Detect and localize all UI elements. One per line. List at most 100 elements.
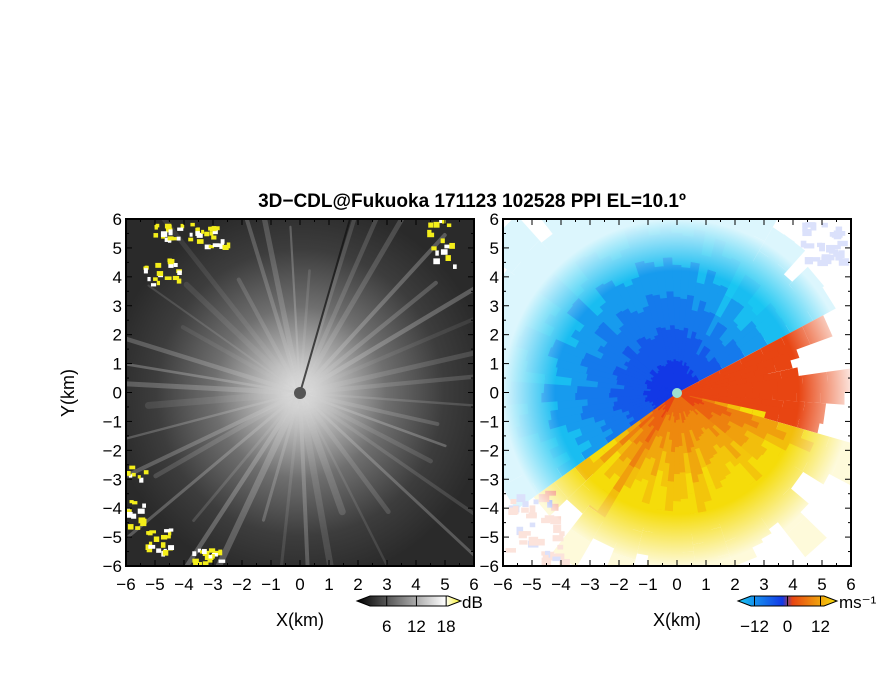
reflectivity-echo-pixel <box>204 554 209 560</box>
velocity-y-tick-label: 1 <box>490 355 499 374</box>
reflectivity-echo-pixel <box>156 548 162 553</box>
reflectivity-xlabel: X(km) <box>276 610 324 630</box>
velocity-y-tick-label: 6 <box>490 210 499 229</box>
reflectivity-ray <box>279 391 302 566</box>
reflectivity-ray <box>126 391 302 440</box>
reflectivity-x-tick-label: 2 <box>353 575 362 594</box>
velocity-y-tick-label: 0 <box>490 384 499 403</box>
reflectivity-x-tick-label: 3 <box>382 575 391 594</box>
reflectivity-echo-pixel <box>153 277 158 281</box>
reflectivity-ray <box>298 391 474 407</box>
reflectivity-echo-pixel <box>193 562 200 566</box>
reflectivity-ray <box>297 374 474 396</box>
reflectivity-echo-pixel <box>177 270 182 276</box>
reflectivity-ray <box>297 280 438 396</box>
reflectivity-echo-pixel <box>171 237 177 241</box>
reflectivity-echo-pixel <box>192 558 199 563</box>
velocity-x-tick-label: 2 <box>730 575 739 594</box>
reflectivity-echo-pixel <box>208 554 213 559</box>
reflectivity-echo-pixel <box>143 266 147 270</box>
reflectivity-echo-pixel <box>446 223 452 228</box>
velocity-x-tick-label: 3 <box>759 575 768 594</box>
velocity-colorbar-tick-label: −12 <box>740 617 769 636</box>
reflectivity-colorbar-tick-label: 6 <box>382 617 391 636</box>
reflectivity-echo-pixel <box>440 249 448 255</box>
reflectivity-echo-pixel <box>160 542 166 548</box>
reflectivity-ray <box>297 233 447 396</box>
velocity-x-tick-label: −4 <box>551 575 570 594</box>
reflectivity-ray <box>160 219 303 396</box>
reflectivity-echo-pixel <box>195 231 200 236</box>
velocity-y-tick-label: 2 <box>490 326 499 345</box>
reflectivity-echo-pixel <box>218 549 223 556</box>
reflectivity-echo-pixel <box>212 243 220 248</box>
reflectivity-x-tick-label: −5 <box>145 575 164 594</box>
reflectivity-echo-pixel <box>164 223 172 229</box>
reflectivity-colorbar-bar <box>355 595 463 607</box>
reflectivity-ray <box>126 390 303 479</box>
reflectivity-ray <box>297 350 474 396</box>
reflectivity-echo-pixel <box>197 562 202 566</box>
radar-site-marker <box>294 387 306 399</box>
reflectivity-echo-pixel <box>176 278 182 284</box>
reflectivity-blocked-ray <box>299 219 351 394</box>
velocity-colorbar-ticks: −12 0 12 <box>740 596 830 636</box>
velocity-x-tick-label: −3 <box>580 575 599 594</box>
reflectivity-y-tick-label: 0 <box>113 384 122 403</box>
reflectivity-echo-pixel <box>167 236 174 241</box>
velocity-y-tick-label: 5 <box>490 239 499 258</box>
reflectivity-ray <box>184 390 303 566</box>
reflectivity-ray <box>298 391 389 566</box>
reflectivity-echo-pixel <box>176 236 181 241</box>
reflectivity-echo-pixel <box>145 544 150 551</box>
reflectivity-echo-pixel <box>180 223 185 229</box>
reflectivity-echo-pixel <box>132 501 138 505</box>
reflectivity-colorbar-tick-label: 18 <box>437 617 456 636</box>
figure-title: 3D−CDL@Fukuoka 171123 102528 PPI EL=10.1… <box>258 191 686 212</box>
reflectivity-echo-pixel <box>207 557 214 563</box>
reflectivity-echo-pixel <box>148 544 156 549</box>
reflectivity-ray <box>215 389 304 566</box>
reflectivity-echo-pixel <box>212 229 218 235</box>
reflectivity-ray <box>297 390 433 464</box>
velocity-x-tick-label: −6 <box>493 575 512 594</box>
reflectivity-echo-pixel <box>154 224 158 230</box>
reflectivity-echo-pixel <box>445 255 451 261</box>
reflectivity-x-tick-label: 1 <box>324 575 333 594</box>
reflectivity-echo-pixel <box>219 243 224 249</box>
reflectivity-colorbar: dB 6 12 18 <box>355 593 483 636</box>
reflectivity-ray <box>261 219 303 396</box>
reflectivity-y-tick-label: 3 <box>113 297 122 316</box>
reflectivity-ray <box>298 391 474 558</box>
reflectivity-echo-pixel <box>208 245 214 249</box>
velocity-x-tick-label: 5 <box>817 575 826 594</box>
reflectivity-echo-pixel <box>433 258 440 265</box>
reflectivity-echo-pixel <box>202 561 209 566</box>
reflectivity-echo-pixel <box>188 237 194 242</box>
reflectivity-ray <box>298 391 440 426</box>
velocity-x-tick-label: 6 <box>846 575 855 594</box>
reflectivity-echo-pixel <box>167 258 175 265</box>
reflectivity-y-tick-label: −2 <box>103 441 122 460</box>
velocity-sector <box>723 177 760 216</box>
reflectivity-echo-pixel <box>428 222 434 228</box>
reflectivity-echo-pixel <box>143 470 149 475</box>
reflectivity-echo-pixel <box>431 246 437 251</box>
reflectivity-ray <box>183 281 303 396</box>
reflectivity-ray <box>126 381 303 396</box>
reflectivity-echo-pixel <box>156 280 161 286</box>
reflectivity-x-tick-label: 0 <box>295 575 304 594</box>
reflectivity-ray <box>297 390 391 515</box>
reflectivity-ray <box>127 391 302 538</box>
reflectivity-echo-pixel <box>440 238 445 244</box>
reflectivity-echo-pixel <box>442 219 446 224</box>
reflectivity-echo-pixel <box>126 511 133 518</box>
velocity-edge-fade <box>503 219 851 566</box>
reflectivity-echo-pixel <box>220 239 225 244</box>
reflectivity-echo-pixel <box>168 229 173 236</box>
reflectivity-echo-pixel <box>204 231 210 237</box>
reflectivity-ray <box>298 391 310 566</box>
reflectivity-echo-pixel <box>435 250 439 256</box>
